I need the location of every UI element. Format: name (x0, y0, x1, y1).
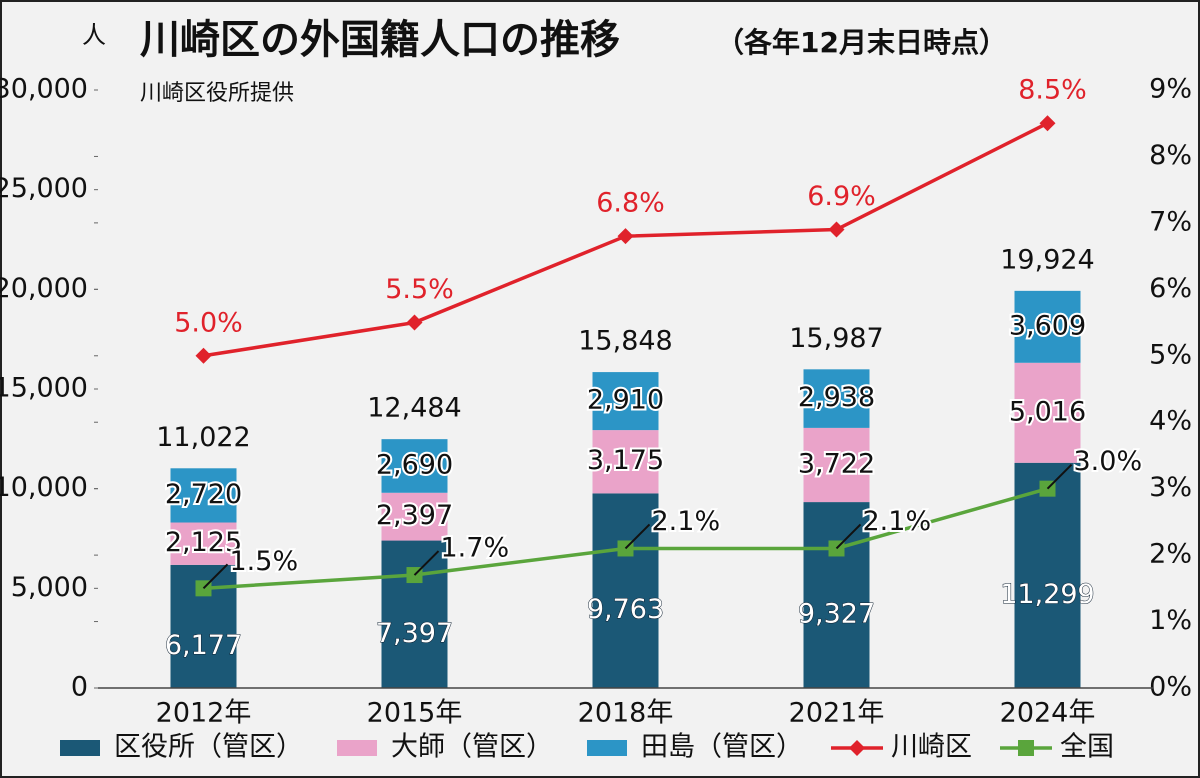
leader-line (624, 523, 651, 550)
bar-segment (803, 427, 870, 503)
value-label: 9,327 (798, 599, 875, 630)
x-tick-label: 2018年 (578, 698, 674, 729)
x-tick-label: 2015年 (367, 698, 463, 729)
tick-label: 0% (1149, 672, 1192, 703)
bar-segment (1014, 362, 1081, 463)
tick-label: 1% (1149, 605, 1192, 636)
leader-line (202, 563, 229, 590)
bar-segment (170, 522, 237, 565)
value-label: 3.0% (1074, 446, 1143, 477)
value-label: 2,125 (165, 527, 242, 558)
y-axis-label: 人 (82, 21, 106, 49)
legend-marker (849, 740, 865, 756)
value-label: 7,397 (376, 618, 453, 649)
leader-line (413, 550, 440, 576)
x-tick-label: 2024年 (1000, 698, 1096, 729)
legend-swatch (337, 740, 377, 756)
bar-segment (592, 493, 659, 688)
value-label: 5,016 (1009, 396, 1086, 427)
value-label: 1.7% (441, 533, 510, 564)
tick-label: 20,000 (0, 273, 88, 304)
tick-label: 4% (1149, 406, 1192, 437)
bar-segment (381, 540, 448, 688)
value-label: 2,720 (165, 479, 242, 510)
line-marker (195, 347, 212, 364)
tick-label: 3% (1149, 472, 1192, 503)
bar-segment (803, 369, 870, 428)
legend-label: 大師（管区） (391, 732, 553, 763)
value-label: 6,177 (165, 630, 242, 661)
value-label: 9,763 (587, 594, 664, 625)
value-label: 1.5% (230, 546, 299, 577)
bar-segment (381, 492, 448, 541)
value-label: 2,690 (376, 449, 453, 480)
tick-label: 2% (1149, 539, 1192, 570)
value-label: 5.0% (174, 307, 243, 338)
chart-subtitle: （各年12月末日時点） (716, 26, 1007, 59)
source-note: 川崎区役所提供 (140, 81, 294, 106)
tick-label: 5,000 (11, 572, 88, 603)
tick-label: 10,000 (0, 472, 88, 503)
total-label: 11,022 (156, 422, 250, 453)
bar-segment (381, 439, 448, 493)
legend-label: 田島（管区） (641, 732, 803, 763)
value-label: 3,722 (798, 448, 875, 479)
line-marker (828, 221, 845, 238)
tick-label: 6% (1149, 273, 1192, 304)
tick-label: 30,000 (0, 74, 88, 105)
value-label: 2,397 (376, 500, 453, 531)
value-label: 2,910 (587, 385, 664, 416)
legend-marker (1018, 740, 1034, 756)
bar-segment (1014, 462, 1081, 688)
tick-label: 15,000 (0, 373, 88, 404)
line-marker (617, 228, 634, 245)
total-label: 12,484 (367, 393, 461, 424)
value-label: 3,175 (587, 445, 664, 476)
bar-segment (592, 430, 659, 494)
legend-label: 川崎区 (891, 732, 972, 763)
legend-swatch (587, 740, 627, 756)
bar-segment (592, 372, 659, 431)
value-label: 6.8% (596, 188, 665, 219)
tick-label: 9% (1149, 74, 1192, 105)
value-label: 5.5% (385, 274, 454, 305)
value-label: 3,609 (1009, 310, 1086, 341)
legend-swatch (60, 740, 100, 756)
bar-segment (170, 468, 237, 523)
value-label: 8.5% (1018, 75, 1087, 106)
value-label: 6.9% (807, 181, 876, 212)
total-label: 15,848 (578, 326, 672, 357)
tick-label: 25,000 (0, 173, 88, 204)
legend-label: 全国 (1060, 732, 1114, 763)
total-label: 15,987 (789, 323, 883, 354)
value-label: 2.1% (863, 506, 932, 537)
leader-line (1046, 463, 1073, 490)
legend-label: 区役所（管区） (114, 732, 303, 763)
tick-label: 7% (1149, 206, 1192, 237)
tick-label: 5% (1149, 339, 1192, 370)
value-label: 11,299 (1000, 579, 1094, 610)
bar-segment (1014, 290, 1081, 363)
value-label: 2.1% (652, 506, 721, 537)
x-tick-label: 2021年 (789, 698, 885, 729)
leader-line (835, 523, 862, 550)
tick-label: 0 (71, 672, 88, 703)
line-marker (406, 314, 423, 331)
total-label: 19,924 (1000, 244, 1094, 275)
bar-segment (803, 502, 870, 688)
line-marker (1039, 115, 1056, 132)
x-tick-label: 2012年 (156, 698, 252, 729)
chart-title: 川崎区の外国籍人口の推移 (140, 17, 620, 63)
tick-label: 8% (1149, 140, 1192, 171)
value-label: 2,938 (798, 382, 875, 413)
